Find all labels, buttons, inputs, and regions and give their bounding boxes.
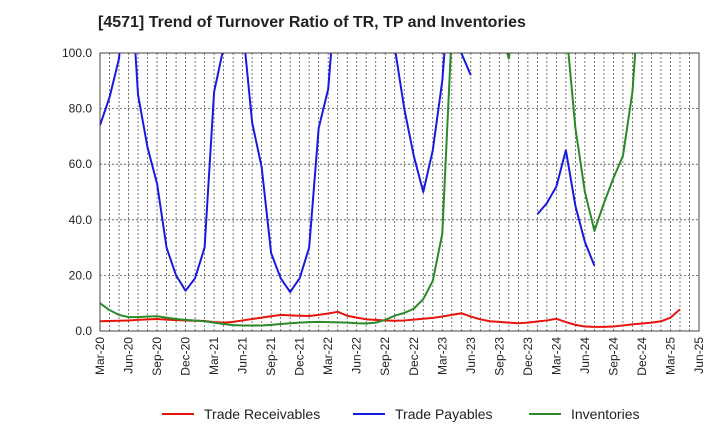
x-tick-label: Sep-22: [378, 337, 392, 376]
series-inventories: [100, 53, 637, 327]
x-tick-label: Sep-24: [606, 337, 620, 376]
legend-label: Inventories: [571, 406, 639, 422]
y-tick-label: 60.0: [69, 157, 93, 171]
x-tick-label: Jun-20: [122, 337, 136, 374]
plot-frame: [99, 52, 700, 332]
x-tick-label: Mar-23: [435, 337, 449, 375]
x-tick-label: Dec-22: [407, 337, 421, 376]
series-line: [100, 53, 472, 294]
series-line: [536, 149, 596, 267]
x-tick-label: Mar-21: [207, 337, 221, 375]
series-trade-payables: [100, 53, 596, 294]
x-tick-label: Mar-20: [93, 337, 107, 375]
x-tick-label: Dec-23: [521, 337, 535, 376]
x-tick-label: Dec-24: [635, 337, 649, 376]
x-tick-label: Mar-22: [321, 337, 335, 375]
y-tick-label: 80.0: [69, 102, 93, 116]
y-tick-label: 20.0: [69, 268, 93, 282]
x-tick-label: Mar-24: [549, 337, 563, 375]
x-tick-label: Sep-20: [150, 337, 164, 376]
x-tick-label: Mar-25: [663, 337, 677, 375]
x-tick-label: Sep-21: [264, 337, 278, 376]
y-tick-label: 40.0: [69, 213, 93, 227]
x-tick-label: Sep-23: [492, 337, 506, 376]
x-tick-label: Jun-22: [350, 337, 364, 374]
series-line: [100, 53, 637, 327]
x-tick-label: Jun-24: [578, 337, 592, 374]
chart-title: [4571] Trend of Turnover Ratio of TR, TP…: [98, 14, 526, 31]
legend-label: Trade Receivables: [204, 406, 320, 422]
y-tick-label: 100.0: [62, 46, 92, 60]
x-tick-label: Dec-21: [293, 337, 307, 376]
x-tick-label: Dec-20: [179, 337, 193, 376]
x-tick-label: Jun-23: [464, 337, 478, 374]
legend-label: Trade Payables: [395, 406, 493, 422]
x-tick-label: Jun-25: [692, 337, 706, 374]
x-tick-label: Jun-21: [236, 337, 250, 374]
y-tick-label: 0.0: [75, 324, 92, 338]
